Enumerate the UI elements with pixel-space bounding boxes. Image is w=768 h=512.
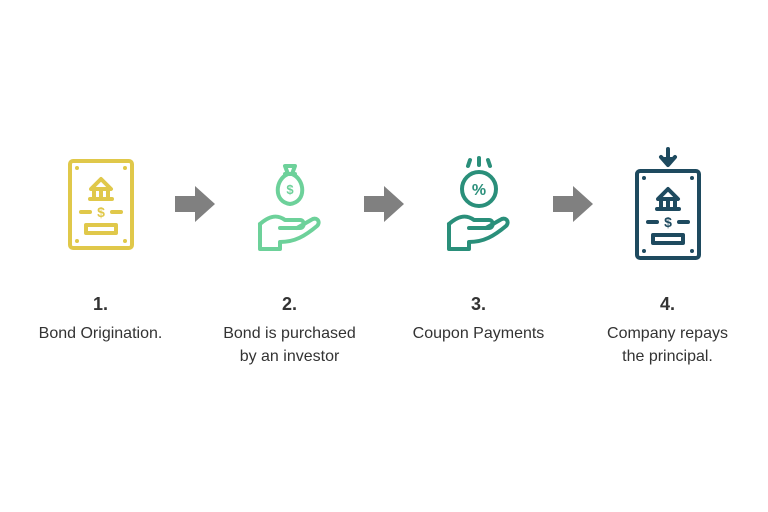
step-1: $ 1. Bond Origination. bbox=[30, 144, 171, 345]
arrow-icon bbox=[364, 144, 404, 264]
arrow-icon bbox=[175, 144, 215, 264]
step-4: $ 4. Company repays the principal. bbox=[597, 144, 738, 368]
step-2: $ 2. Bond is purchased by an investor bbox=[219, 144, 360, 368]
step-3: % 3. Coupon Payments bbox=[408, 144, 549, 345]
step-label: Bond Origination. bbox=[39, 323, 163, 345]
hand-money-bag-icon: $ bbox=[245, 144, 335, 264]
step-label: Bond is purchased by an investor bbox=[220, 323, 360, 368]
step-number: 2. bbox=[282, 294, 297, 315]
hand-coin-percent-icon: % bbox=[434, 144, 524, 264]
bond-repay-icon: $ bbox=[633, 144, 703, 264]
svg-text:$: $ bbox=[286, 182, 294, 197]
svg-text:%: % bbox=[471, 182, 485, 199]
step-number: 1. bbox=[93, 294, 108, 315]
step-label: Coupon Payments bbox=[413, 323, 545, 345]
process-flow: $ 1. Bond Origination. $ bbox=[0, 144, 768, 368]
bond-certificate-icon: $ bbox=[66, 144, 136, 264]
arrow-icon bbox=[553, 144, 593, 264]
step-label: Company repays the principal. bbox=[598, 323, 738, 368]
step-number: 3. bbox=[471, 294, 486, 315]
svg-text:$: $ bbox=[97, 204, 105, 220]
svg-text:$: $ bbox=[664, 214, 672, 230]
step-number: 4. bbox=[660, 294, 675, 315]
